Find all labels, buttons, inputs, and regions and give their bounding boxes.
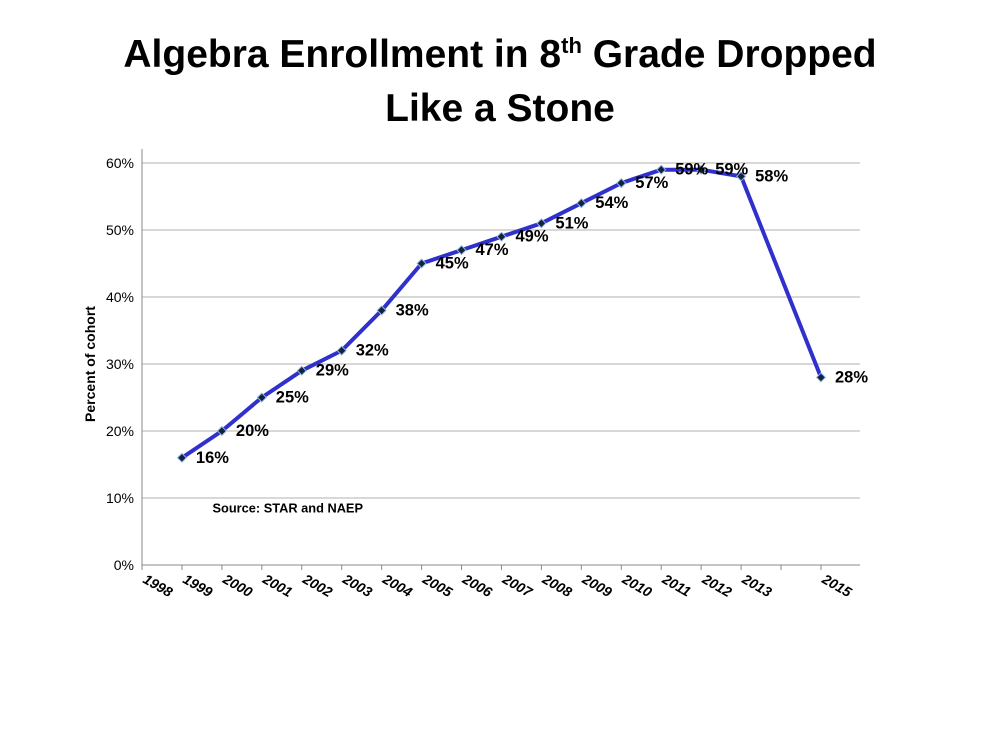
svg-text:47%: 47%	[476, 241, 509, 259]
svg-text:2004: 2004	[379, 570, 415, 600]
svg-text:2003: 2003	[339, 570, 375, 600]
svg-text:50%: 50%	[106, 222, 134, 238]
svg-text:59%: 59%	[715, 161, 748, 179]
svg-text:51%: 51%	[555, 214, 588, 232]
svg-text:1998: 1998	[141, 571, 176, 601]
svg-text:1999: 1999	[180, 571, 215, 601]
svg-text:2015: 2015	[819, 570, 855, 600]
svg-text:28%: 28%	[835, 368, 868, 386]
svg-text:2009: 2009	[579, 570, 615, 600]
svg-text:54%: 54%	[595, 194, 628, 212]
svg-text:59%: 59%	[675, 161, 708, 179]
svg-text:2012: 2012	[699, 570, 735, 600]
svg-text:2013: 2013	[739, 570, 775, 600]
svg-text:45%: 45%	[436, 255, 469, 273]
svg-text:32%: 32%	[356, 342, 389, 360]
svg-text:2007: 2007	[499, 570, 536, 601]
svg-text:57%: 57%	[635, 174, 668, 192]
svg-text:16%: 16%	[196, 449, 229, 467]
svg-text:2010: 2010	[619, 570, 655, 600]
svg-text:Percent of cohort: Percent of cohort	[82, 306, 98, 422]
svg-text:25%: 25%	[276, 389, 309, 407]
svg-text:2011: 2011	[659, 570, 694, 600]
svg-text:2005: 2005	[419, 570, 455, 600]
svg-text:29%: 29%	[316, 362, 349, 380]
svg-text:40%: 40%	[106, 289, 134, 305]
svg-text:20%: 20%	[106, 423, 134, 439]
svg-text:Source: STAR and NAEP: Source: STAR and NAEP	[213, 501, 364, 516]
svg-text:30%: 30%	[106, 356, 134, 372]
svg-text:38%: 38%	[396, 301, 429, 319]
svg-text:2002: 2002	[299, 570, 335, 600]
svg-text:60%: 60%	[106, 155, 134, 171]
svg-text:2008: 2008	[539, 570, 575, 600]
svg-text:2000: 2000	[220, 570, 256, 600]
svg-text:20%: 20%	[236, 422, 269, 440]
svg-text:58%: 58%	[755, 167, 788, 185]
svg-text:2001: 2001	[259, 570, 295, 600]
svg-text:10%: 10%	[106, 490, 134, 506]
svg-text:0%: 0%	[114, 557, 134, 573]
svg-text:49%: 49%	[516, 228, 549, 246]
svg-text:2006: 2006	[459, 570, 495, 600]
